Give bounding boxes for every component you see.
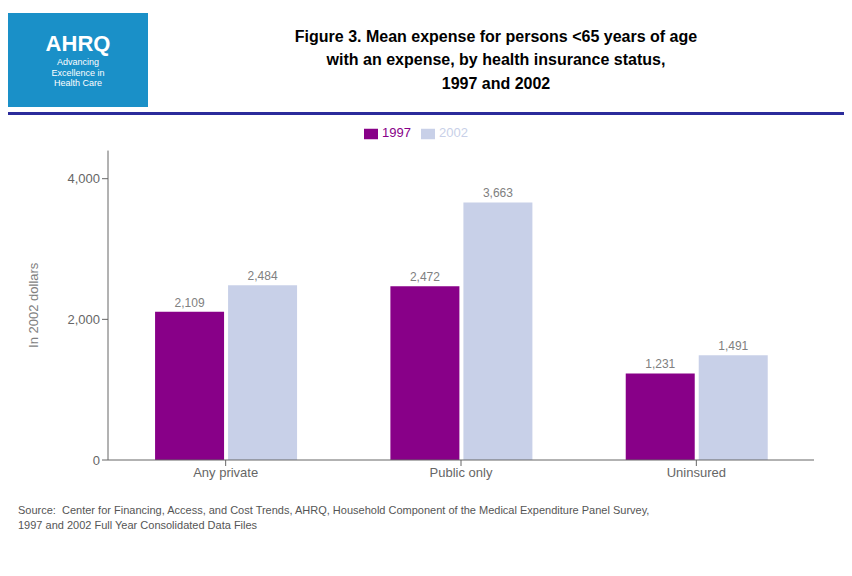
svg-text:0: 0 <box>93 453 100 468</box>
svg-text:In 2002 dollars: In 2002 dollars <box>26 262 41 348</box>
html-text:AHRQ: AHRQ <box>45 30 111 56</box>
svg-text:Public only: Public only <box>430 465 493 480</box>
svg-text:Any private: Any private <box>193 465 258 480</box>
html-text:1997: 1997 <box>382 125 411 140</box>
svg-text:2,000: 2,000 <box>67 312 100 327</box>
svg-text:4,000: 4,000 <box>67 171 100 186</box>
html-text:2002: 2002 <box>439 125 468 140</box>
html-text:1997 and 2002: 1997 and 2002 <box>441 74 551 92</box>
svg-text:2,109: 2,109 <box>175 296 205 310</box>
html-text:Source: Center for Financing,: Source: Center for Financing, Access, an… <box>18 504 650 532</box>
svg-text:2,472: 2,472 <box>410 270 440 284</box>
svg-text:2,484: 2,484 <box>248 269 278 283</box>
html-text:Figure 3. Mean expense for per: Figure 3. Mean expense for persons <65 y… <box>294 28 698 46</box>
svg-text:1,231: 1,231 <box>645 357 675 371</box>
svg-text:Uninsured: Uninsured <box>667 465 726 480</box>
svg-text:3,663: 3,663 <box>483 186 513 200</box>
html-text:Advancing Excellence in Health: Advancing Excellence in Health Care <box>51 56 105 89</box>
html-text:with an expense, by health ins: with an expense, by health insurance sta… <box>326 51 666 69</box>
svg-text:1,491: 1,491 <box>718 339 748 353</box>
